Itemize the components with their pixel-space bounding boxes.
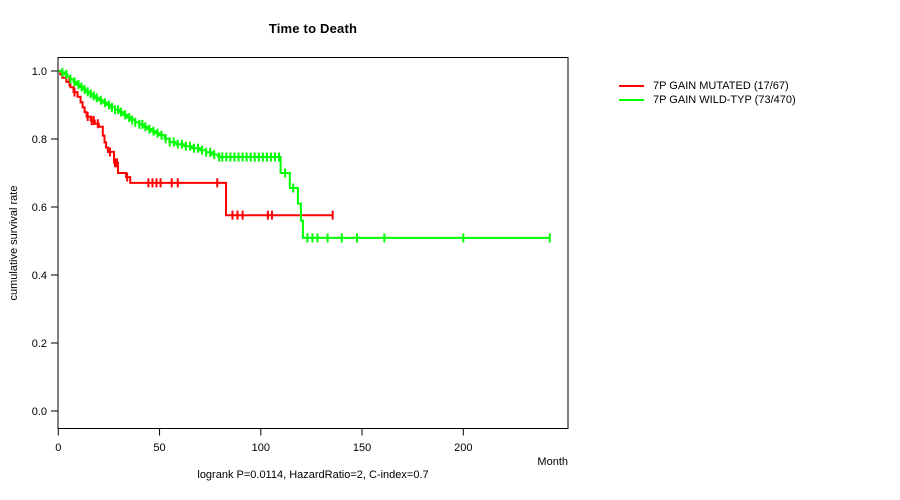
y-tick-label: 1.0 [32, 66, 47, 78]
survival-curve-mutated [58, 70, 333, 217]
plot-border [57, 57, 569, 429]
legend-item-wildtype: 7P GAIN WILD-TYP (73/470) [619, 93, 796, 107]
x-axis-label: Month [537, 456, 568, 468]
y-tick-label: 0.8 [32, 134, 47, 146]
legend: 7P GAIN MUTATED (17/67) 7P GAIN WILD-TYP… [619, 79, 796, 107]
x-tick-label: 50 [153, 442, 165, 454]
survival-curve-wildtype [58, 70, 550, 239]
legend-line-red-icon [619, 85, 644, 87]
x-tick-label: 150 [353, 442, 371, 454]
x-tick-label: 200 [454, 442, 472, 454]
chart-title: Time to Death [268, 21, 358, 36]
y-tick-label: 0.0 [32, 406, 47, 418]
legend-item-mutated: 7P GAIN MUTATED (17/67) [619, 79, 796, 93]
legend-line-green-icon [619, 99, 644, 101]
stats-annotation: logrank P=0.0114, HazardRatio=2, C-index… [197, 469, 429, 481]
legend-label-mutated: 7P GAIN MUTATED (17/67) [653, 80, 789, 92]
y-tick-label: 0.6 [32, 202, 47, 214]
censor-ticks-wildtype [61, 67, 551, 243]
x-tick-label: 100 [252, 442, 270, 454]
y-axis-label: cumulative survival rate [8, 185, 20, 301]
y-tick-label: 0.4 [32, 270, 47, 282]
x-tick-label: 0 [55, 442, 61, 454]
legend-label-wildtype: 7P GAIN WILD-TYP (73/470) [653, 94, 796, 106]
y-tick-label: 0.2 [32, 338, 47, 350]
